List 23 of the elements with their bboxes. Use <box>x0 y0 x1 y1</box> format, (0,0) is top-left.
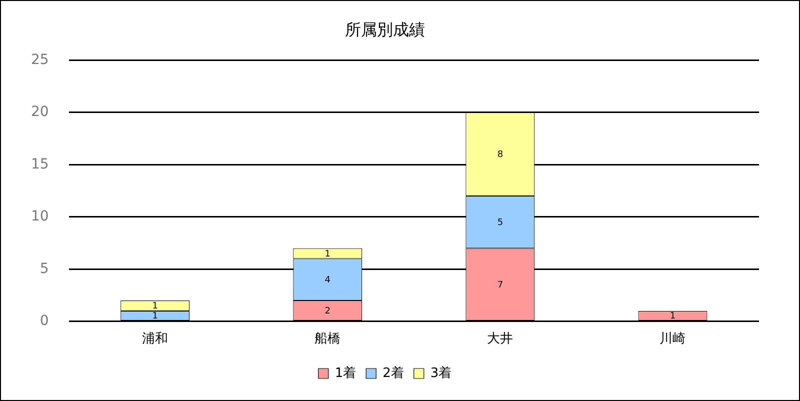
legend-label: 3着 <box>430 364 452 381</box>
y-tick-label: 25 <box>30 52 49 68</box>
data-label: 5 <box>497 218 504 228</box>
data-label: 1 <box>152 302 158 312</box>
legend-label: 2着 <box>382 364 404 381</box>
y-tick-label: 10 <box>30 208 49 225</box>
data-label: 8 <box>497 150 504 160</box>
y-tick-label: 5 <box>40 260 49 277</box>
data-label: 1 <box>152 312 158 322</box>
data-label: 1 <box>324 249 330 260</box>
y-tick-label: 15 <box>30 156 49 172</box>
x-tick-label: 川崎 <box>660 332 686 347</box>
data-label: 1 <box>670 312 676 322</box>
x-tick-label: 浦和 <box>142 332 168 347</box>
y-tick-label: 0 <box>40 313 49 330</box>
data-label: 4 <box>324 275 331 286</box>
data-label: 2 <box>324 306 330 316</box>
y-tick-label: 20 <box>30 104 49 120</box>
x-tick-label: 船橋 <box>314 332 341 347</box>
chart-title: 所属別成績 <box>345 20 425 39</box>
x-tick-label: 大井 <box>487 332 514 347</box>
data-label: 7 <box>497 280 504 290</box>
legend-label: 1着 <box>334 364 356 381</box>
